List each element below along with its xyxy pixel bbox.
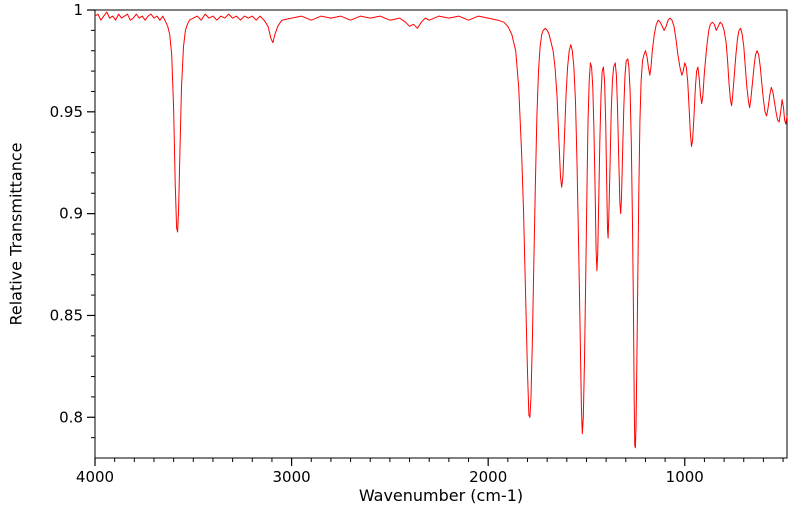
x-tick-label: 3000: [272, 468, 310, 486]
x-tick-label: 4000: [76, 468, 114, 486]
x-tick-label: 2000: [469, 468, 507, 486]
y-tick-label: 0.8: [59, 408, 83, 426]
y-axis-title: Relative Transmittance: [6, 142, 26, 326]
y-tick-label: 0.95: [50, 103, 83, 121]
plot-border: [94, 9, 788, 459]
y-tick-label: 0.85: [50, 306, 83, 324]
x-axis-title: Wavenumber (cm-1): [358, 486, 524, 505]
spectrum-trace: [94, 11, 788, 449]
x-tick-label: 1000: [666, 468, 704, 486]
y-tick-label: 1: [73, 1, 83, 19]
y-tick-label: 0.9: [59, 205, 83, 223]
